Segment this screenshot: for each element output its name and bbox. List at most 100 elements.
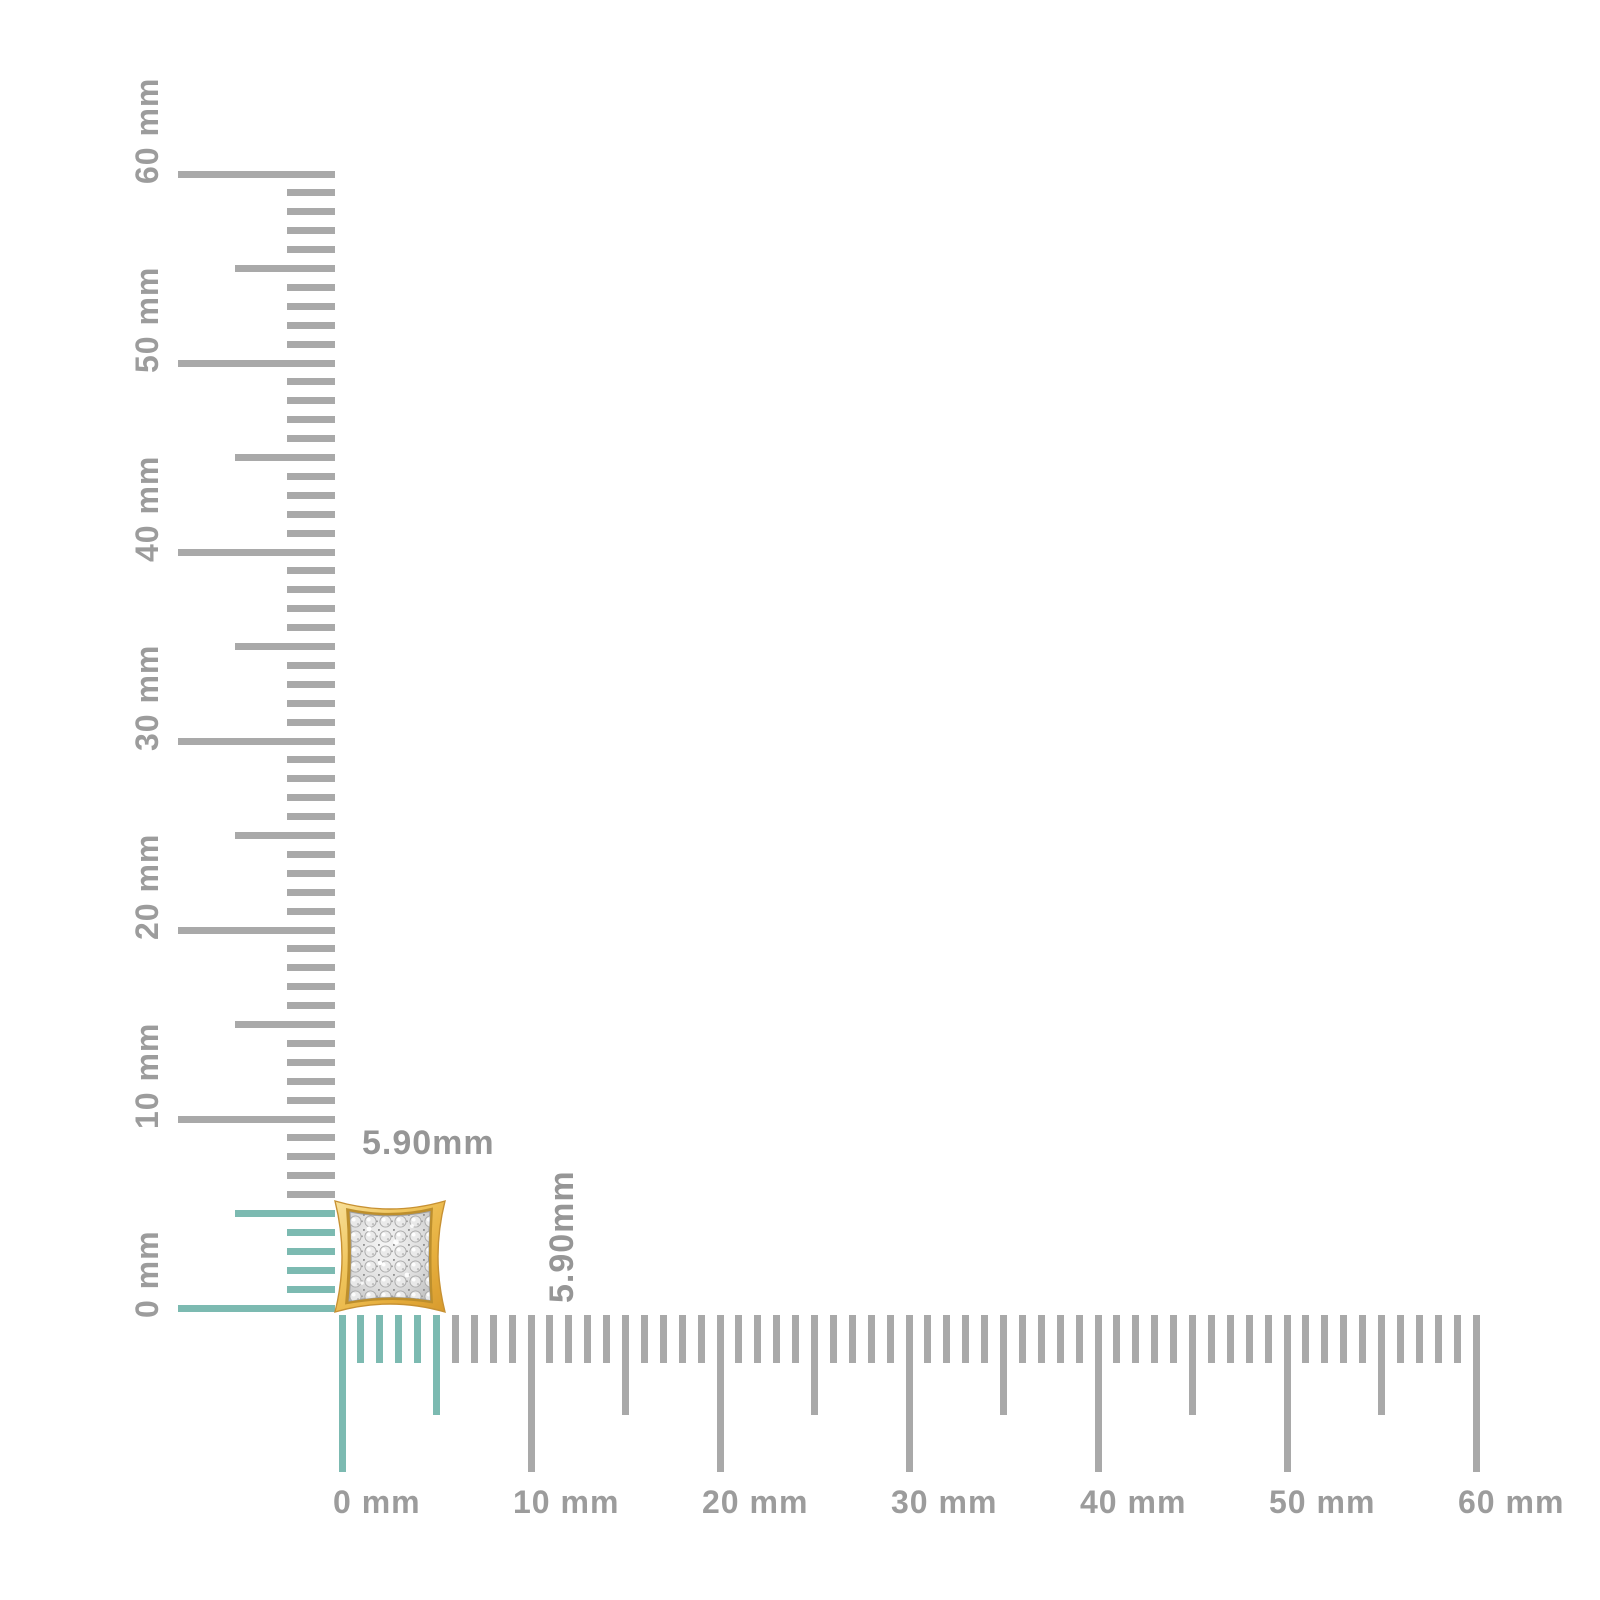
vertical-ruler-tick <box>287 472 335 480</box>
vertical-ruler-tick <box>287 945 335 953</box>
vertical-ruler-label: 0 mm <box>129 1230 165 1318</box>
horizontal-ruler-tick <box>1132 1315 1140 1363</box>
vertical-ruler-tick <box>287 246 335 254</box>
horizontal-ruler-tick <box>773 1315 781 1363</box>
horizontal-ruler-tick <box>451 1315 459 1363</box>
horizontal-ruler-tick <box>1378 1315 1385 1415</box>
horizontal-ruler-tick <box>1189 1315 1196 1415</box>
horizontal-ruler-tick <box>924 1315 932 1363</box>
vertical-ruler-tick <box>178 359 335 367</box>
vertical-ruler-tick <box>287 983 335 991</box>
horizontal-ruler-tick <box>1000 1315 1007 1415</box>
horizontal-ruler-tick <box>1396 1315 1404 1363</box>
vertical-ruler-tick <box>287 1191 335 1199</box>
vertical-ruler-tick <box>287 1266 335 1274</box>
vertical-ruler-tick <box>287 435 335 443</box>
vertical-ruler-tick <box>287 661 335 669</box>
vertical-ruler-tick <box>287 907 335 915</box>
vertical-ruler-tick <box>287 567 335 575</box>
horizontal-ruler-label: 30 mm <box>891 1484 998 1520</box>
horizontal-ruler-tick <box>622 1315 629 1415</box>
width-measurement-label: 5.90mm <box>362 1124 495 1162</box>
vertical-ruler-tick <box>235 1210 335 1217</box>
horizontal-ruler-tick <box>754 1315 762 1363</box>
horizontal-ruler-tick <box>1018 1315 1026 1363</box>
vertical-ruler-tick <box>178 170 335 178</box>
horizontal-ruler-tick <box>584 1315 592 1363</box>
vertical-ruler-tick <box>287 1096 335 1104</box>
horizontal-ruler-tick <box>565 1315 573 1363</box>
horizontal-ruler-tick <box>811 1315 818 1415</box>
vertical-ruler-label: 10 mm <box>129 1022 165 1129</box>
horizontal-ruler-tick <box>716 1315 724 1472</box>
horizontal-ruler-tick <box>470 1315 478 1363</box>
horizontal-ruler-label: 50 mm <box>1269 1484 1376 1520</box>
vertical-ruler-tick <box>287 605 335 613</box>
horizontal-ruler-tick <box>1415 1315 1423 1363</box>
vertical-ruler-tick <box>287 1247 335 1255</box>
vertical-ruler-tick <box>287 1285 335 1293</box>
horizontal-ruler-tick <box>489 1315 497 1363</box>
vertical-ruler-tick <box>287 321 335 329</box>
horizontal-ruler-tick <box>1113 1315 1121 1363</box>
horizontal-ruler-label: 40 mm <box>1080 1484 1187 1520</box>
horizontal-ruler-tick <box>376 1315 384 1363</box>
height-measurement-label: 5.90mm <box>543 1170 581 1303</box>
vertical-ruler-tick <box>287 756 335 764</box>
horizontal-ruler-tick <box>678 1315 686 1363</box>
horizontal-ruler-tick <box>546 1315 554 1363</box>
vertical-ruler-tick <box>287 1002 335 1010</box>
vertical-ruler-tick <box>287 624 335 632</box>
vertical-ruler-tick <box>178 926 335 934</box>
horizontal-ruler-tick <box>357 1315 365 1363</box>
horizontal-ruler-tick <box>1226 1315 1234 1363</box>
horizontal-ruler-tick <box>1245 1315 1253 1363</box>
horizontal-ruler-label: 60 mm <box>1458 1484 1565 1520</box>
horizontal-ruler-tick <box>1264 1315 1272 1363</box>
vertical-ruler-tick <box>287 718 335 726</box>
vertical-ruler-tick <box>287 1228 335 1236</box>
horizontal-ruler-label: 10 mm <box>513 1484 620 1520</box>
vertical-ruler-tick <box>178 737 335 745</box>
horizontal-ruler-label: 20 mm <box>702 1484 809 1520</box>
horizontal-ruler-tick <box>867 1315 875 1363</box>
horizontal-ruler-tick <box>1037 1315 1045 1363</box>
vertical-ruler-label: 20 mm <box>129 833 165 940</box>
vertical-ruler-tick <box>178 1115 335 1123</box>
vertical-ruler-tick <box>287 189 335 197</box>
horizontal-ruler-tick <box>697 1315 705 1363</box>
horizontal-ruler-tick <box>1453 1315 1461 1363</box>
horizontal-ruler-tick <box>527 1315 535 1472</box>
horizontal-ruler-tick <box>433 1315 440 1415</box>
vertical-ruler-tick <box>287 869 335 877</box>
vertical-ruler-tick <box>235 643 335 650</box>
horizontal-ruler-tick <box>981 1315 989 1363</box>
horizontal-ruler-tick <box>1434 1315 1442 1363</box>
horizontal-ruler-tick <box>1302 1315 1310 1363</box>
horizontal-ruler-tick <box>848 1315 856 1363</box>
horizontal-ruler-tick <box>962 1315 970 1363</box>
horizontal-ruler-tick <box>659 1315 667 1363</box>
vertical-ruler-tick <box>287 1134 335 1142</box>
vertical-ruler-tick <box>287 813 335 821</box>
vertical-ruler-tick <box>287 1153 335 1161</box>
vertical-ruler-tick <box>178 548 335 556</box>
horizontal-ruler-tick <box>943 1315 951 1363</box>
vertical-ruler-tick <box>287 1172 335 1180</box>
horizontal-ruler-tick <box>1207 1315 1215 1363</box>
vertical-ruler-tick <box>235 454 335 461</box>
vertical-ruler-tick <box>287 1058 335 1066</box>
vertical-ruler-tick <box>287 1039 335 1047</box>
horizontal-ruler-tick <box>338 1315 346 1472</box>
horizontal-ruler-tick <box>735 1315 743 1363</box>
horizontal-ruler-tick <box>640 1315 648 1363</box>
vertical-ruler-tick <box>287 283 335 291</box>
vertical-ruler-label: 40 mm <box>129 455 165 562</box>
vertical-ruler-tick <box>178 1304 335 1312</box>
vertical-ruler-label: 50 mm <box>129 266 165 373</box>
horizontal-ruler-tick <box>886 1315 894 1363</box>
vertical-ruler-tick <box>287 964 335 972</box>
vertical-ruler-tick <box>287 586 335 594</box>
horizontal-ruler-tick <box>1340 1315 1348 1363</box>
horizontal-ruler-tick <box>1094 1315 1102 1472</box>
